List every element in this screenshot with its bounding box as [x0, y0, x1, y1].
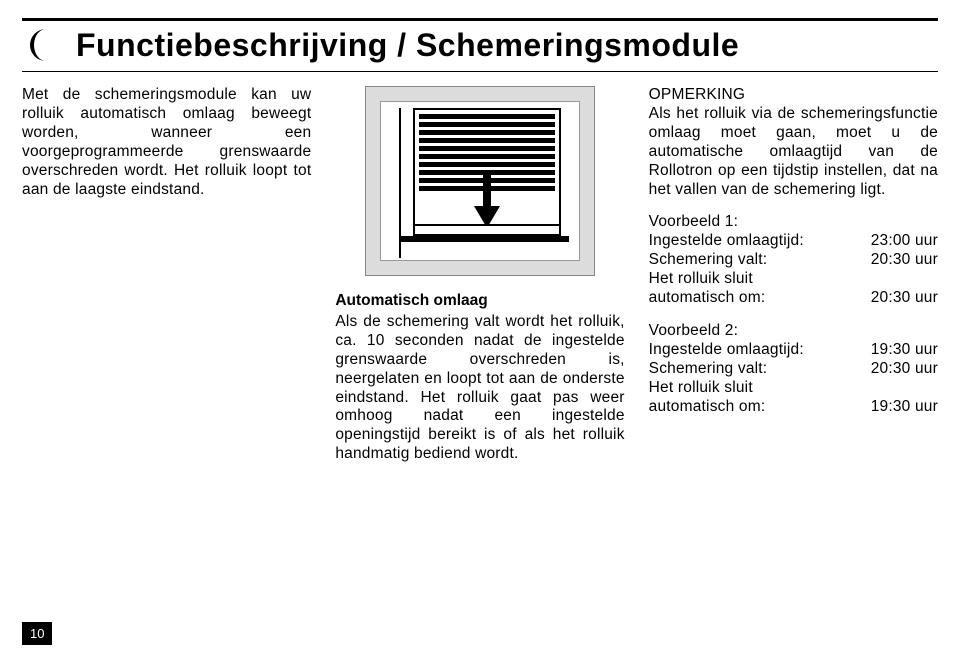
- example-1-row-0-value: 23:00 uur: [863, 232, 938, 251]
- column-illustration: Automatisch omlaag Als de schemering val…: [335, 86, 624, 464]
- example-2-row-2-label: Het rolluik sluit: [649, 379, 753, 398]
- auto-down-text: Als de schemering valt wordt het rolluik…: [335, 313, 624, 464]
- example-1-row-0: Ingestelde omlaagtijd: 23:00 uur: [649, 232, 938, 251]
- remark-heading: OPMERKING: [649, 86, 938, 105]
- page-header: Functiebeschrijving / Schemeringsmodule: [22, 18, 938, 72]
- example-2: Voorbeeld 2: Ingestelde omlaagtijd: 19:3…: [649, 322, 938, 417]
- page-number: 10: [22, 622, 52, 645]
- content-columns: Met de schemeringsmodule kan uw rolluik …: [22, 86, 938, 464]
- example-2-row-2: Het rolluik sluit: [649, 379, 938, 398]
- window-sill: [413, 224, 561, 236]
- intro-text: Met de schemeringsmodule kan uw rolluik …: [22, 86, 311, 199]
- example-2-row-1: Schemering valt: 20:30 uur: [649, 360, 938, 379]
- remark-text: Als het rolluik via de schemeringsfuncti…: [649, 105, 938, 200]
- example-2-row-1-value: 20:30 uur: [863, 360, 938, 379]
- illustration-frame: [380, 101, 580, 261]
- example-1-row-2: Het rolluik sluit: [649, 270, 938, 289]
- example-1-row-2-value: [930, 270, 938, 289]
- example-1-row-1-value: 20:30 uur: [863, 251, 938, 270]
- page-title: Functiebeschrijving / Schemeringsmodule: [76, 27, 739, 64]
- moon-icon: [22, 25, 62, 65]
- example-2-row-1-label: Schemering valt:: [649, 360, 768, 379]
- example-1-row-0-label: Ingestelde omlaagtijd:: [649, 232, 804, 251]
- example-2-row-0: Ingestelde omlaagtijd: 19:30 uur: [649, 341, 938, 360]
- document-page: Functiebeschrijving / Schemeringsmodule …: [0, 0, 960, 659]
- example-2-row-2-value: [930, 379, 938, 398]
- example-1-row-3: automatisch om: 20:30 uur: [649, 289, 938, 308]
- example-1-row-3-value: 20:30 uur: [863, 289, 938, 308]
- example-2-row-0-value: 19:30 uur: [863, 341, 938, 360]
- auto-down-heading: Automatisch omlaag: [335, 292, 624, 311]
- example-2-title: Voorbeeld 2:: [649, 322, 938, 341]
- example-2-row-0-label: Ingestelde omlaagtijd:: [649, 341, 804, 360]
- arrow-down-icon: [472, 170, 502, 230]
- example-1-row-1-label: Schemering valt:: [649, 251, 768, 270]
- example-2-row-3: automatisch om: 19:30 uur: [649, 398, 938, 417]
- example-1-row-3-label: automatisch om:: [649, 289, 766, 308]
- column-intro: Met de schemeringsmodule kan uw rolluik …: [22, 86, 311, 464]
- example-2-row-3-value: 19:30 uur: [863, 398, 938, 417]
- example-1-row-1: Schemering valt: 20:30 uur: [649, 251, 938, 270]
- example-2-row-3-label: automatisch om:: [649, 398, 766, 417]
- shutter-box: [413, 108, 561, 226]
- example-1-title: Voorbeeld 1:: [649, 213, 938, 232]
- wall-line-horizontal: [399, 236, 569, 242]
- column-remark: OPMERKING Als het rolluik via de schemer…: [649, 86, 938, 464]
- example-1: Voorbeeld 1: Ingestelde omlaagtijd: 23:0…: [649, 213, 938, 308]
- example-1-row-2-label: Het rolluik sluit: [649, 270, 753, 289]
- shutter-illustration: [365, 86, 595, 276]
